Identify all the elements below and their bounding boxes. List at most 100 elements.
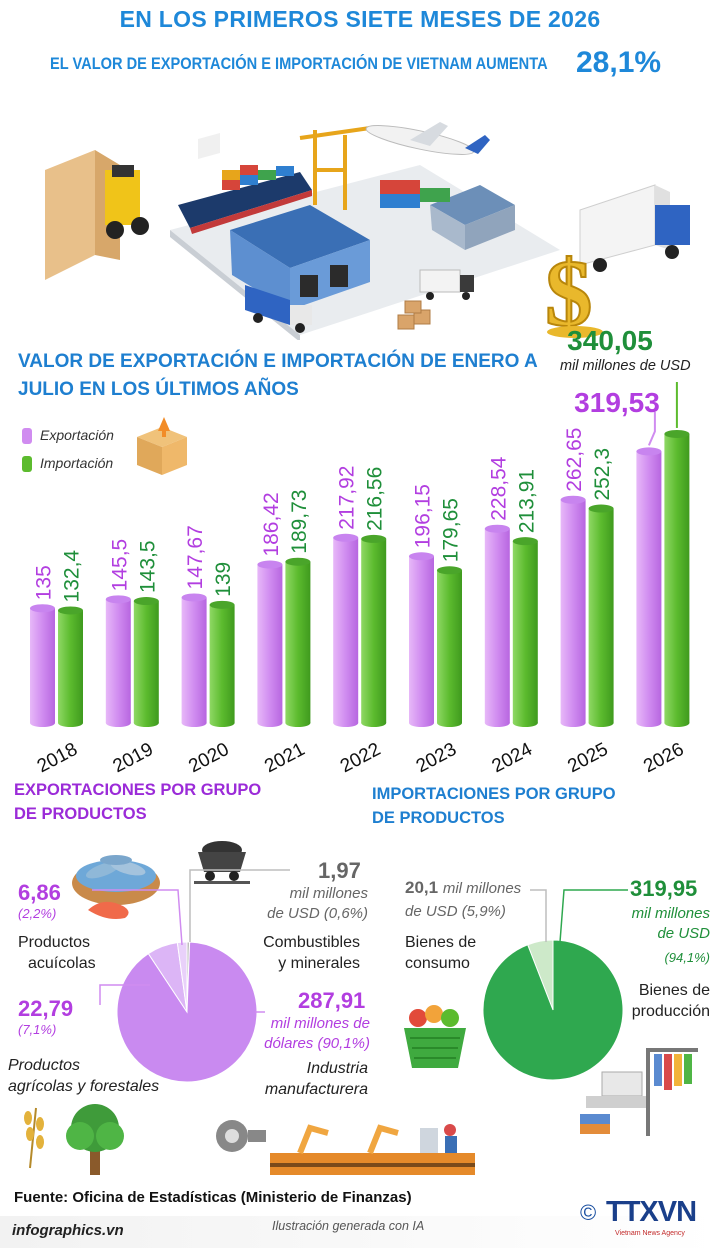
bar-base-import-2025 [588,719,614,727]
export-fuel-name-line2: y minerales [278,955,360,972]
x-tick-2018: 2018 [34,739,81,777]
ttxvn-logo-sub: Vietnam News Agency [615,1230,685,1237]
data-label-export-2024: 228,54 [487,456,510,521]
airplane-icon [365,122,490,155]
export-aqua-value: 6,86 [18,880,61,905]
export-agri-pct: (7,1%) [18,1022,57,1037]
import-cons-unit1: mil millones [442,880,522,897]
bar-cap-export-2023 [409,552,434,561]
export-agri-name-line2: agrícolas y forestales [8,1078,160,1095]
import-prod-name: Bienes de producción [600,980,710,1022]
data-label-export-2022: 217,92 [336,466,359,530]
import-pie-title-line2: DE PRODUCTOS [372,809,505,827]
boxes-icon [397,300,431,330]
bar-export-2026 [636,451,662,723]
data-label-export-2019: 145,5 [108,539,131,592]
delivery-truck-icon [579,184,690,272]
export-pie-connector-1 [99,984,150,1005]
data-label-export-2025: 262,65 [563,428,586,492]
bar-cap-export-2018 [30,604,55,613]
data-label-import-2020: 139 [212,562,235,597]
bar-chart-title: VALOR DE EXPORTACIÓN E IMPORTACIÓN DE EN… [18,348,538,404]
bar-cap-export-2021 [257,560,283,569]
import-pie-title: IMPORTACIONES POR GRUPO DE PRODUCTOS [372,782,616,830]
export-fuel-name-line1: Combustibles [263,934,360,951]
x-tick-2022: 2022 [337,739,384,777]
bar-base-import-2018 [58,719,83,727]
import-prod-pct: (94,1%) [664,950,710,965]
x-tick-2021: 2021 [261,739,308,777]
import-prod-unit-line1: mil millones [631,905,710,922]
bar-cap-import-2026 [664,429,690,438]
import-pie-connector-produccion [559,889,628,943]
ai-note: Ilustración generada con IA [272,1219,425,1233]
x-tick-2026: 2026 [640,739,687,777]
bar-import-2024 [512,541,538,723]
data-label-import-2018: 132,4 [61,550,84,603]
import-prod-unit: mil millones de USD [590,904,710,944]
bar-cap-export-2026 [636,447,662,456]
export-manu-name: Industria manufacturera [240,1058,368,1100]
bar-import-2020 [209,604,235,723]
export-manu-name-line1: Industria [306,1060,368,1077]
page-subtitle: EL VALOR DE EXPORTACIÓN E IMPORTACIÓN DE… [50,54,548,73]
forklift-icon [45,150,149,280]
import-prod-name-line2: producción [631,1003,710,1020]
bar-cap-export-2022 [333,533,359,542]
data-label-import-2019: 143,5 [136,540,159,593]
export-pie-connector-2 [189,869,290,942]
export-aqua-name: Productos acuícolas [18,932,96,974]
x-tick-2020: 2020 [185,739,232,777]
import-prod-unit-line2: de USD [657,925,710,942]
bar-base-export-2020 [181,719,207,727]
bar-cap-import-2023 [437,566,462,575]
bar-cap-import-2025 [588,504,614,513]
bar-base-export-2025 [560,719,586,727]
import-cons-unit2: de USD (5,9%) [405,903,506,920]
copyright-symbol: © [580,1200,597,1225]
source-note: Fuente: Oficina de Estadísticas (Ministe… [14,1189,412,1206]
bar-base-import-2021 [285,719,311,727]
bar-base-export-2021 [257,719,283,727]
export-manu-name-line2: manufacturera [264,1081,368,1098]
import-pie-connector-consumo [530,889,547,942]
bar-base-import-2022 [361,719,387,727]
bar-base-import-2023 [437,719,462,727]
import-pie-slice-produccion [482,939,624,1081]
bar-export-2020 [181,597,207,723]
bar-cap-import-2018 [58,606,83,615]
import-cons-value: 20,1 [405,878,439,897]
bar-base-export-2019 [105,719,131,727]
data-label-import-2024: 213,91 [515,469,538,533]
import-cons-name-line1: Bienes de [405,934,477,951]
containers-icon [380,180,450,208]
warehouse-2-icon [430,185,515,250]
bar-chart: 135 132,4 2018 145,5 143,5 2019 147,67 139 2020 1… [30,325,690,778]
export-fuel-value: 1,97 [318,858,361,883]
x-tick-2025: 2025 [564,739,611,777]
x-tick-2024: 2024 [489,739,537,778]
import-cons-value-row: 20,1 mil millones [405,878,521,898]
svg-text:$: $ [545,240,593,340]
factory-robots-icon [216,1120,475,1175]
data-label-export-2021: 186,42 [260,492,283,556]
bar-cap-export-2024 [484,524,510,533]
bar-import-2018 [58,610,83,723]
warehouse-icon [230,205,370,310]
data-label-import-2023: 179,65 [440,498,463,562]
bar-import-2022 [361,538,387,723]
site-link[interactable]: infographics.vn [12,1222,124,1239]
bar-chart-unit: mil millones de USD [560,358,691,374]
bar-chart-title-line2: JULIO EN LOS ÚLTIMOS AÑOS [18,379,299,400]
bar-import-2026 [664,433,690,723]
bar-base-export-2018 [30,719,55,727]
data-label-export-2020: 147,67 [184,525,207,589]
bar-chart-title-line1: VALOR DE EXPORTACIÓN E IMPORTACIÓN DE EN… [18,351,538,372]
pie-charts [92,869,628,1083]
bar-base-import-2024 [512,719,538,727]
bar-export-2025 [560,499,586,723]
bar-export-2018 [30,608,55,723]
ttxvn-logo: TTXVN [606,1196,697,1228]
export-agri-name-line1: Productos [8,1057,81,1074]
import-cons-name: Bienes de consumo [405,932,476,974]
